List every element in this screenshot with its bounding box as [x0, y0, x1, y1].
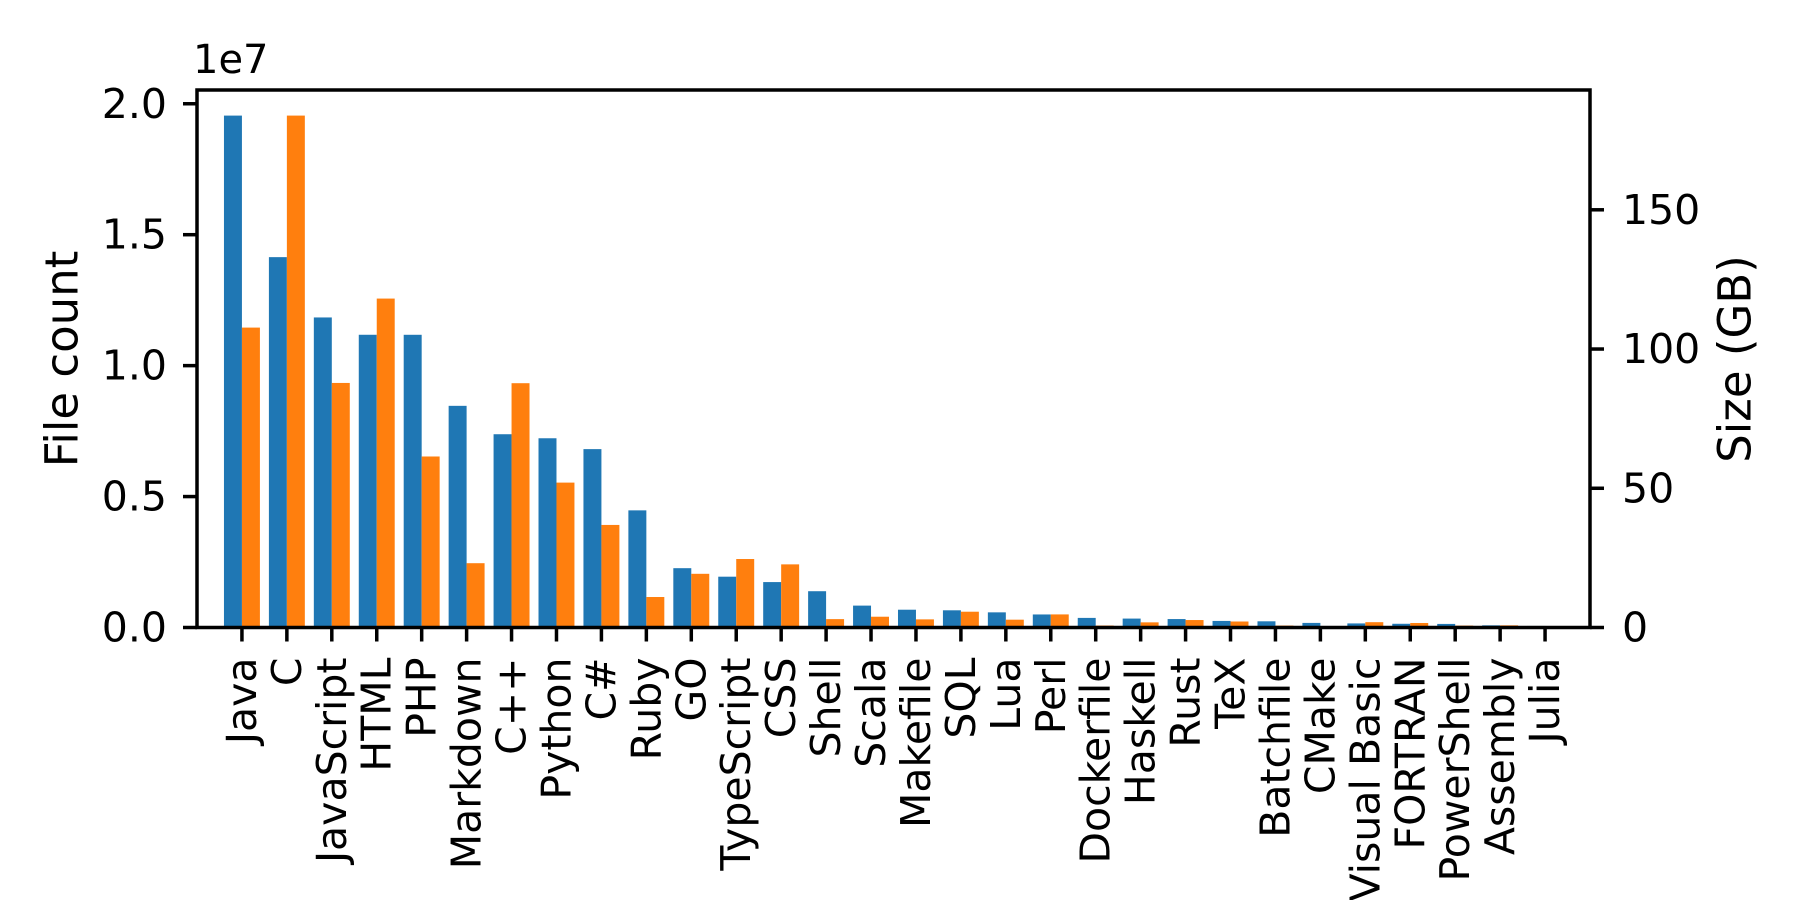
x-tick-label-Rust: Rust	[1162, 658, 1210, 748]
bar-size-gb-Ruby	[646, 597, 665, 628]
bar-size-gb-Haskell	[1140, 622, 1159, 628]
left-tick-label: 1.5	[102, 211, 167, 259]
bar-file-count-TypeScript	[718, 576, 737, 628]
plot-frame	[195, 88, 1592, 630]
right-tick-label: 150	[1622, 186, 1700, 234]
bar-file-count-C	[268, 257, 287, 628]
bar-size-gb-GO	[691, 573, 710, 628]
bar-size-gb-PHP	[421, 456, 440, 628]
left-tick-label: 0.5	[102, 473, 167, 521]
bar-size-gb-Python	[556, 482, 575, 628]
bar-file-count-Visual Basic	[1347, 623, 1366, 628]
left-tick-label: 1.0	[102, 342, 167, 390]
bar-size-gb-TeX	[1230, 621, 1249, 628]
bar-file-count-CSS	[763, 582, 782, 628]
bar-file-count-Python	[538, 438, 557, 628]
bar-file-count-PowerShell	[1437, 623, 1456, 628]
right-tick-label: 50	[1622, 464, 1674, 512]
x-tick-label-PHP: PHP	[398, 658, 446, 738]
x-tick-label-GO: GO	[667, 658, 715, 722]
bar-size-gb-C	[286, 115, 305, 628]
bar-file-count-SQL	[942, 610, 961, 628]
x-tick-label-Makefile: Makefile	[892, 658, 940, 828]
bar-file-count-TeX	[1212, 620, 1231, 628]
bar-file-count-PHP	[403, 334, 422, 628]
bar-size-gb-TypeScript	[736, 559, 755, 628]
x-tick-label-TypeScript: TypeScript	[712, 658, 760, 872]
bar-size-gb-Makefile	[915, 619, 934, 628]
x-tick-label-Shell: Shell	[802, 658, 850, 758]
bar-file-count-C#	[583, 449, 602, 628]
bar-file-count-CMake	[1302, 622, 1321, 628]
bar-size-gb-Markdown	[466, 563, 485, 628]
bar-file-count-C++	[493, 434, 512, 628]
bar-size-gb-JavaScript	[331, 382, 350, 628]
x-tick-label-C: C	[263, 658, 311, 687]
left-axis-offset-text: 1e7	[193, 37, 269, 83]
x-tick-label-CSS: CSS	[757, 658, 805, 739]
bar-size-gb-HTML	[376, 298, 395, 628]
x-tick-label-TeX: TeX	[1207, 658, 1255, 730]
x-tick-label-CMake: CMake	[1296, 658, 1344, 795]
x-tick-label-FORTRAN: FORTRAN	[1386, 658, 1434, 850]
bar-file-count-Batchfile	[1257, 621, 1276, 628]
right-axis-title: Size (GB)	[1709, 255, 1762, 463]
x-tick-label-Python: Python	[532, 658, 580, 800]
x-tick-label-Visual Basic: Visual Basic	[1341, 658, 1389, 900]
x-tick-label-PowerShell: PowerShell	[1431, 658, 1479, 882]
bar-size-gb-C#	[601, 524, 620, 628]
bar-size-gb-Perl	[1050, 614, 1069, 628]
bar-size-gb-CSS	[781, 564, 800, 628]
bar-size-gb-FORTRAN	[1410, 622, 1429, 628]
bar-file-count-Shell	[808, 591, 827, 628]
left-axis-title: File count	[36, 251, 89, 468]
bar-file-count-Markdown	[448, 405, 467, 628]
x-tick-label-Dockerfile: Dockerfile	[1072, 658, 1120, 864]
left-tick-label: 0.0	[102, 604, 167, 652]
bar-file-count-Haskell	[1122, 618, 1141, 628]
bar-file-count-Lua	[987, 612, 1006, 628]
bar-file-count-Makefile	[897, 609, 916, 628]
bar-file-count-FORTRAN	[1392, 623, 1411, 628]
x-tick-label-Java: Java	[218, 658, 266, 748]
x-tick-label-C#: C#	[577, 658, 625, 721]
bar-file-count-Perl	[1032, 614, 1051, 628]
bar-file-count-Rust	[1167, 619, 1186, 628]
bar-file-count-Dockerfile	[1077, 617, 1096, 628]
bar-file-count-Scala	[853, 605, 872, 628]
x-tick-label-Assembly: Assembly	[1476, 658, 1524, 856]
bar-size-gb-SQL	[960, 611, 979, 628]
x-tick-label-Ruby: Ruby	[622, 658, 670, 761]
bar-file-count-Java	[223, 115, 242, 628]
x-tick-label-SQL: SQL	[937, 657, 985, 738]
bar-file-count-GO	[673, 568, 692, 628]
bar-file-count-HTML	[358, 334, 377, 628]
bar-size-gb-Rust	[1185, 620, 1204, 628]
x-tick-label-JavaScript: JavaScript	[308, 658, 356, 867]
bar-file-count-JavaScript	[313, 317, 332, 628]
bar-size-gb-Visual Basic	[1365, 622, 1384, 628]
bar-file-count-Ruby	[628, 510, 647, 628]
x-tick-label-Julia: Julia	[1521, 658, 1569, 747]
x-tick-label-Haskell: Haskell	[1117, 658, 1165, 806]
bar-size-gb-Java	[241, 327, 260, 628]
x-tick-label-C++: C++	[488, 658, 536, 755]
x-tick-label-Batchfile: Batchfile	[1251, 658, 1299, 838]
bar-size-gb-Lua	[1005, 619, 1024, 628]
right-tick-label: 0	[1622, 604, 1648, 652]
bar-size-gb-C++	[511, 383, 530, 628]
x-tick-label-Lua: Lua	[982, 657, 1030, 730]
bar-size-gb-Shell	[826, 619, 845, 628]
x-tick-label-Perl: Perl	[1027, 658, 1075, 735]
x-tick-label-Markdown: Markdown	[443, 658, 491, 870]
bar-size-gb-Scala	[871, 616, 889, 628]
x-tick-label-HTML: HTML	[353, 657, 401, 771]
x-tick-label-Scala: Scala	[847, 658, 895, 768]
left-tick-label: 2.0	[102, 80, 167, 128]
right-tick-label: 100	[1622, 325, 1700, 373]
